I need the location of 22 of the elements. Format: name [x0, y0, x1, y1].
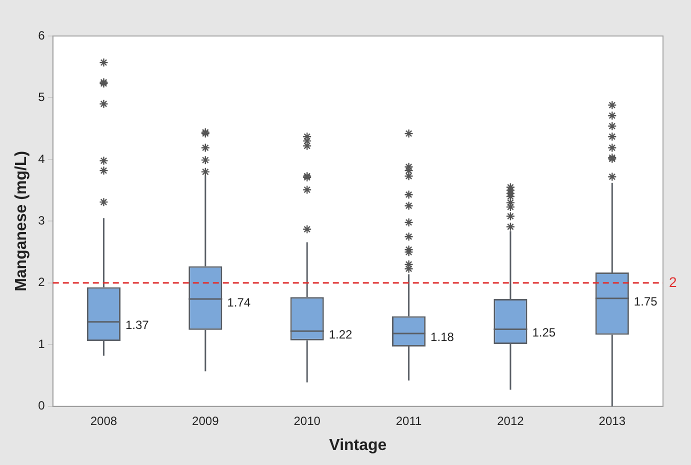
text: 1.75	[634, 294, 658, 309]
text: 1.22	[328, 327, 352, 342]
text: 1.37	[125, 318, 149, 332]
y-tick-label: 5	[38, 90, 46, 104]
x-tick-label: 2009	[192, 414, 220, 428]
x-tick-label: 2012	[497, 414, 524, 428]
x-axis-title: Vintage	[329, 436, 387, 454]
x-tick-label: 2013	[598, 414, 626, 428]
y-tick-label: 6	[38, 28, 46, 42]
y-tick-label: 4	[38, 152, 46, 166]
text: 1.74	[227, 295, 251, 310]
x-tick-label: 2008	[90, 414, 118, 428]
y-tick-label: 2	[38, 275, 46, 290]
x-tick-label: 2010	[294, 414, 321, 428]
ref-line-label: 2	[669, 274, 677, 290]
y-tick-label: 3	[38, 214, 46, 228]
text: 1.18	[430, 330, 454, 344]
text: 1.25	[532, 326, 556, 340]
y-axis-title: Manganese (mg/L)	[13, 150, 30, 292]
y-tick-label: 0	[38, 398, 46, 413]
x-tick-label: 2011	[396, 414, 422, 428]
y-tick-label: 1	[38, 336, 46, 351]
